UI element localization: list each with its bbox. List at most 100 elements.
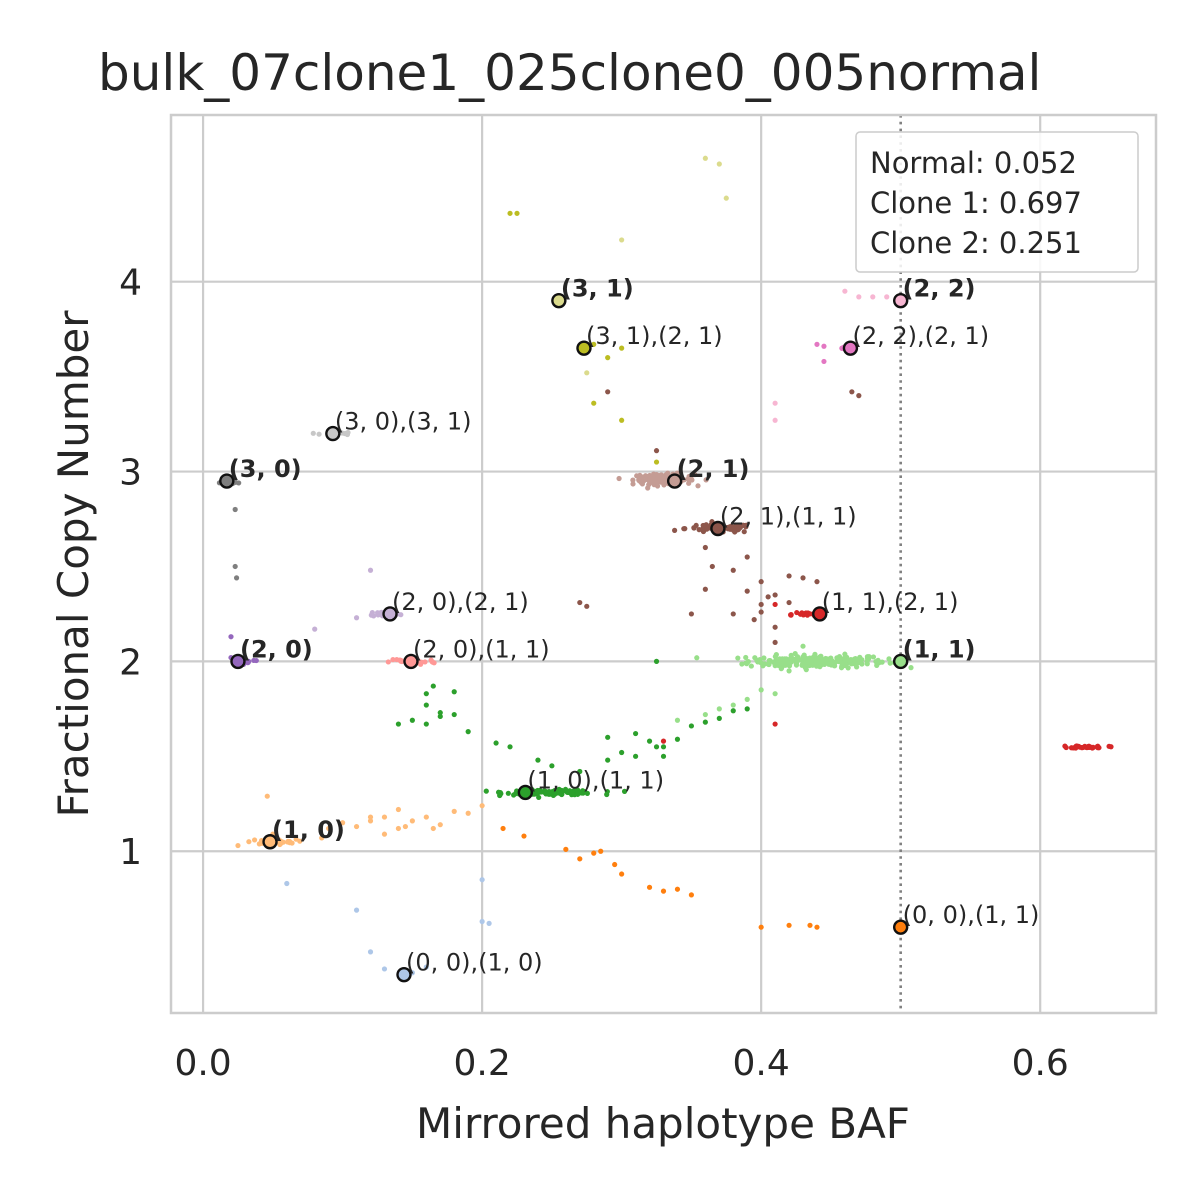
data-point (801, 655, 807, 661)
data-point (744, 706, 750, 712)
data-point (744, 661, 750, 667)
data-point (814, 341, 820, 347)
data-point (851, 656, 857, 662)
data-point (423, 691, 429, 697)
labeled-point-marker (710, 520, 726, 537)
data-point (430, 683, 436, 689)
point-label: (3, 1) (561, 275, 634, 303)
data-point (310, 430, 316, 436)
point-label: (2, 0),(2, 1) (392, 588, 529, 616)
point-label: (3, 0) (229, 455, 302, 483)
x-tick-label: 0.4 (733, 1043, 790, 1084)
data-point (778, 666, 784, 672)
legend-entry-clone2: Clone 2: 0.251 (870, 226, 1082, 260)
data-point (908, 665, 914, 671)
legend: Normal: 0.052 Clone 1: 0.697 Clone 2: 0.… (855, 131, 1139, 273)
data-point (423, 702, 429, 708)
data-point (385, 659, 391, 665)
data-point (493, 740, 499, 746)
data-point (423, 964, 429, 970)
data-point (507, 744, 513, 750)
data-point (762, 661, 768, 667)
data-point (500, 825, 506, 832)
data-point (1086, 743, 1092, 750)
data-point (560, 788, 566, 794)
data-point (842, 288, 848, 294)
labeled-point-marker (551, 292, 567, 309)
data-point (702, 544, 708, 551)
data-point (437, 710, 443, 716)
data-point (716, 161, 722, 167)
point-label: (1, 1),(2, 1) (822, 588, 959, 616)
data-point (367, 814, 374, 820)
data-point (1073, 745, 1079, 751)
data-point (723, 195, 729, 201)
data-point (788, 611, 794, 618)
data-point (758, 579, 764, 585)
labeled-point-marker (396, 966, 412, 983)
data-point (398, 612, 404, 618)
point-label: (2, 2),(2, 1) (852, 322, 989, 350)
data-point (264, 793, 270, 799)
data-point (630, 481, 636, 487)
data-point (692, 471, 698, 478)
data-point (758, 924, 764, 930)
data-point (293, 836, 299, 842)
data-point (688, 723, 695, 729)
data-point (563, 846, 569, 852)
data-point (577, 768, 583, 775)
data-point (845, 665, 851, 671)
data-point (1095, 745, 1101, 751)
data-point (319, 835, 325, 841)
data-point (674, 736, 681, 742)
data-point (786, 573, 792, 579)
data-point (395, 806, 402, 813)
data-point (437, 822, 443, 828)
point-label: (0, 0),(1, 0) (406, 949, 543, 977)
data-point (703, 522, 709, 528)
x-axis-label: Mirrored haplotype BAF (416, 1099, 910, 1148)
data-point (864, 654, 871, 660)
data-point (621, 788, 628, 794)
data-point (381, 814, 388, 820)
data-point (245, 659, 251, 665)
data-point (702, 719, 708, 725)
data-point (748, 663, 754, 669)
data-point (821, 343, 827, 349)
data-point (826, 661, 832, 667)
data-point (619, 749, 625, 756)
data-point (598, 848, 604, 854)
data-point (744, 696, 750, 702)
data-point (730, 567, 736, 573)
data-point (535, 757, 541, 763)
data-point (786, 668, 792, 674)
data-point (688, 475, 694, 482)
data-point (821, 358, 827, 365)
data-point (730, 702, 736, 708)
data-point (831, 662, 837, 669)
data-point (660, 888, 667, 894)
data-point (577, 599, 583, 606)
data-point (390, 657, 396, 663)
point-label: (3, 1),(2, 1) (586, 322, 723, 350)
x-tick-label: 0.2 (453, 1043, 510, 1084)
data-point (730, 527, 737, 534)
data-point (772, 639, 778, 646)
data-point (704, 526, 710, 532)
point-label: (2, 1),(1, 1) (720, 502, 857, 530)
data-point (681, 526, 687, 532)
data-point (886, 656, 892, 662)
data-point (326, 825, 332, 832)
data-point (605, 734, 611, 740)
data-point (694, 655, 700, 661)
data-point (342, 430, 348, 437)
data-point (549, 763, 555, 769)
data-point (744, 588, 750, 594)
x-tick-label: 0.6 (1012, 1043, 1069, 1084)
data-point (824, 656, 830, 662)
data-point (437, 713, 443, 720)
data-point (630, 477, 636, 483)
data-point (395, 825, 402, 832)
